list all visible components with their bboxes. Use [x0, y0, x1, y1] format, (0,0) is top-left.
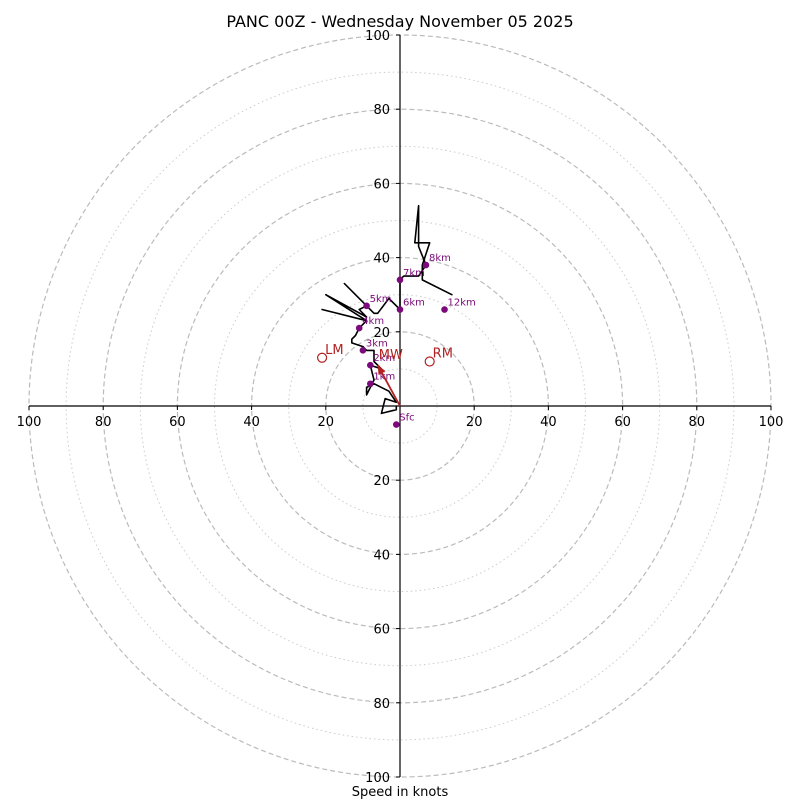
x-tick-label: 60	[169, 415, 186, 430]
hodograph-trace	[321, 204, 453, 415]
y-tick-label: 20	[373, 474, 390, 489]
y-tick-label: 80	[373, 697, 390, 712]
height-marker-3km	[359, 347, 367, 354]
y-tick-label: 20	[373, 326, 390, 341]
x-tick-label: 20	[466, 415, 483, 430]
storm-motion-layer: MW LM RM	[316, 343, 453, 407]
height-marker-5km	[363, 302, 370, 310]
height-label-sfc: Sfc	[399, 413, 414, 424]
y-tick-label: 80	[373, 103, 390, 118]
height-marker-2km	[367, 361, 374, 369]
x-tick-label: 100	[17, 415, 42, 430]
y-tick-label: 40	[373, 252, 390, 267]
height-marker-6km	[396, 306, 404, 313]
mean-wind-arrowhead	[377, 365, 386, 376]
height-label-12km: 12km	[448, 298, 476, 309]
height-marker-4km	[355, 324, 363, 332]
height-label-4km: 4km	[362, 316, 384, 327]
mean-wind-label: MW	[379, 348, 403, 363]
y-tick-label: 60	[373, 623, 390, 638]
y-tick-label: 40	[373, 548, 390, 563]
height-label-3km: 3km	[366, 338, 388, 349]
storm-motion-rm-label: RM	[433, 346, 453, 361]
x-tick-label: 20	[318, 415, 335, 430]
height-label-8km: 8km	[429, 253, 451, 264]
y-tick-label: 100	[365, 29, 390, 44]
height-marker-8km	[422, 261, 430, 269]
storm-motion-lm-label: LM	[325, 343, 343, 358]
height-label-6km: 6km	[403, 298, 425, 309]
height-label-7km: 7km	[403, 268, 425, 279]
hodograph-trace-layer	[321, 204, 453, 415]
x-axis-label: Speed in knots	[352, 785, 449, 800]
y-tick-label: 100	[365, 771, 390, 786]
height-marker-1km	[367, 380, 374, 388]
x-tick-label: 40	[243, 415, 260, 430]
x-tick-label: 80	[689, 415, 706, 430]
storm-motion-rm-marker	[424, 356, 435, 367]
x-tick-label: 100	[759, 415, 784, 430]
x-tick-label: 40	[540, 415, 557, 430]
height-marker-7km	[396, 276, 404, 284]
x-tick-label: 60	[614, 415, 631, 430]
x-tick-label: 80	[95, 415, 112, 430]
storm-motion-lm-marker	[316, 352, 328, 363]
height-label-2km: 2km	[373, 353, 395, 364]
height-marker-sfc	[392, 421, 400, 428]
height-markers-layer: Sfc1km2km3km4km5km6km7km8km12km	[355, 253, 476, 428]
height-label-5km: 5km	[370, 294, 392, 305]
height-marker-12km	[441, 306, 448, 313]
chart-title: PANC 00Z - Wednesday November 05 2025	[226, 12, 573, 31]
y-tick-label: 60	[373, 177, 390, 192]
tick-labels: 100 80 60 40 20 20 40 60 80 100 100 80 60 40 20 20 40 60 8…	[17, 29, 784, 786]
